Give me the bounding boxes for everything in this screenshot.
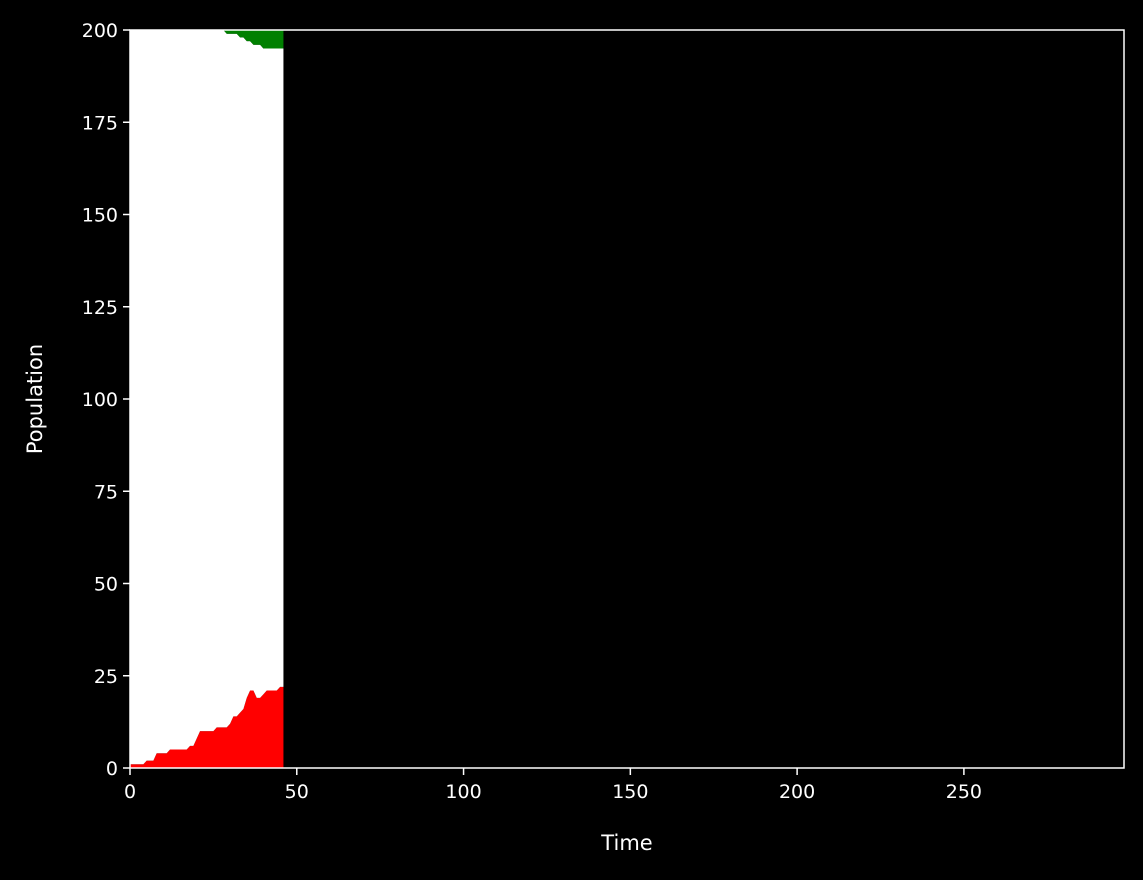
x-tick-label: 100 xyxy=(445,781,481,803)
area-series-2 xyxy=(130,30,284,49)
y-tick-label: 25 xyxy=(94,666,118,688)
x-tick-label: 50 xyxy=(285,781,309,803)
y-axis: 0 25 50 75 100 125 150 175 200 xyxy=(82,20,130,780)
x-axis-label: Time xyxy=(600,831,652,855)
y-tick-label: 0 xyxy=(106,758,118,780)
y-tick-label: 150 xyxy=(82,205,118,227)
x-tick-label: 200 xyxy=(779,781,815,803)
y-tick-label: 50 xyxy=(94,574,118,596)
y-tick-label: 75 xyxy=(94,481,118,503)
x-tick-label: 250 xyxy=(946,781,982,803)
area-series-0 xyxy=(130,686,284,768)
area-series-1 xyxy=(130,30,284,765)
x-tick-label: 150 xyxy=(612,781,648,803)
x-axis: 0 50 100 150 200 250 xyxy=(124,768,982,803)
y-tick-label: 200 xyxy=(82,20,118,42)
y-axis-label: Population xyxy=(23,344,47,454)
axes-frame xyxy=(129,29,1125,769)
y-tick-label: 125 xyxy=(82,297,118,319)
y-tick-label: 175 xyxy=(82,112,118,134)
x-tick-label: 0 xyxy=(124,781,136,803)
plot-area xyxy=(130,30,284,768)
y-tick-label: 100 xyxy=(82,389,118,411)
